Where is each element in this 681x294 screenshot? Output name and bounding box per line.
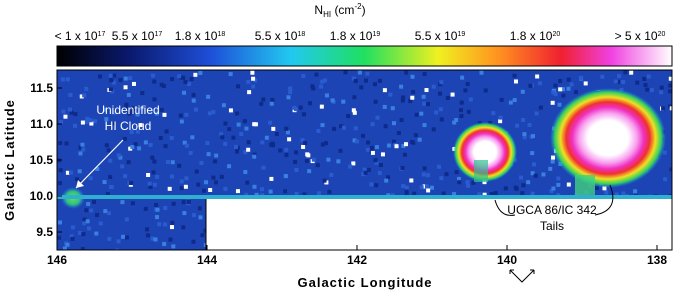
colorbar-label-text: 5.5 x 10 bbox=[255, 29, 298, 43]
y-tick-label: 10.0 bbox=[30, 189, 54, 203]
colorbar-label-exponent: 19 bbox=[372, 31, 380, 38]
annotation: Tails bbox=[540, 219, 564, 233]
colorbar-label-text: 5.5 x 10 bbox=[415, 29, 458, 43]
colorbar-label-exponent: 17 bbox=[154, 31, 162, 38]
colorbar-label-text: 1.8 x 10 bbox=[510, 29, 553, 43]
x-tick-label: 138 bbox=[647, 253, 667, 267]
colorbar-label-exponent: 20 bbox=[658, 31, 666, 38]
annotation: UGCA 86/IC 342 bbox=[507, 203, 597, 217]
colorbar-label: 1.8 x 1020 bbox=[510, 29, 561, 43]
annotation-arrow bbox=[75, 139, 124, 189]
colorbar-label-text: 1.8 x 10 bbox=[175, 29, 218, 43]
colorbar-label-exponent: 18 bbox=[297, 31, 305, 38]
colorbar-label: 5.5 x 1019 bbox=[415, 29, 466, 43]
annotation: HI Cloud bbox=[105, 119, 152, 133]
colorbar-label-exponent: 18 bbox=[217, 31, 225, 38]
arrowhead bbox=[76, 180, 84, 188]
compass bbox=[509, 269, 535, 283]
x-tick-label: 144 bbox=[197, 253, 217, 267]
colorbar-label: 5.5 x 1018 bbox=[255, 29, 306, 43]
colorbar-label-text: 5.5 x 10 bbox=[112, 29, 155, 43]
colorbar-label: < 1 x 1017 bbox=[55, 29, 106, 43]
x-axis-label: Galactic Longitude bbox=[297, 275, 432, 290]
y-tick-label: 9.5 bbox=[36, 225, 53, 239]
y-tick-label: 11.0 bbox=[30, 117, 53, 131]
colorbar-label: 1.8 x 1019 bbox=[330, 29, 381, 43]
colorbar-label: > 5 x 1020 bbox=[615, 29, 666, 43]
map-image bbox=[57, 70, 672, 250]
y-tick-label: 11.5 bbox=[30, 81, 53, 95]
colorbar-label-exponent: 17 bbox=[98, 31, 106, 38]
colorbar-label-exponent: 20 bbox=[552, 31, 560, 38]
x-tick-label: 142 bbox=[347, 253, 367, 267]
x-tick-label: 140 bbox=[497, 253, 517, 267]
annotation: Unidentified bbox=[96, 103, 159, 117]
colorbar-label-exponent: 19 bbox=[457, 31, 465, 38]
annotation-brackets bbox=[494, 184, 614, 216]
y-axis-label: Galactic Latitude bbox=[2, 99, 17, 221]
colorbar-label-text: 1.8 x 10 bbox=[330, 29, 373, 43]
colorbar-label: 1.8 x 1018 bbox=[175, 29, 226, 43]
y-tick-label: 10.5 bbox=[30, 153, 54, 167]
colorbar-label: 5.5 x 1017 bbox=[112, 29, 163, 43]
colorbar-label-text: < 1 x 10 bbox=[55, 29, 98, 43]
x-tick-label: 146 bbox=[47, 253, 67, 267]
colorbar-title: NHI (cm-2) bbox=[314, 2, 365, 19]
colorbar bbox=[56, 45, 673, 67]
colorbar-label-text: > 5 x 10 bbox=[615, 29, 658, 43]
